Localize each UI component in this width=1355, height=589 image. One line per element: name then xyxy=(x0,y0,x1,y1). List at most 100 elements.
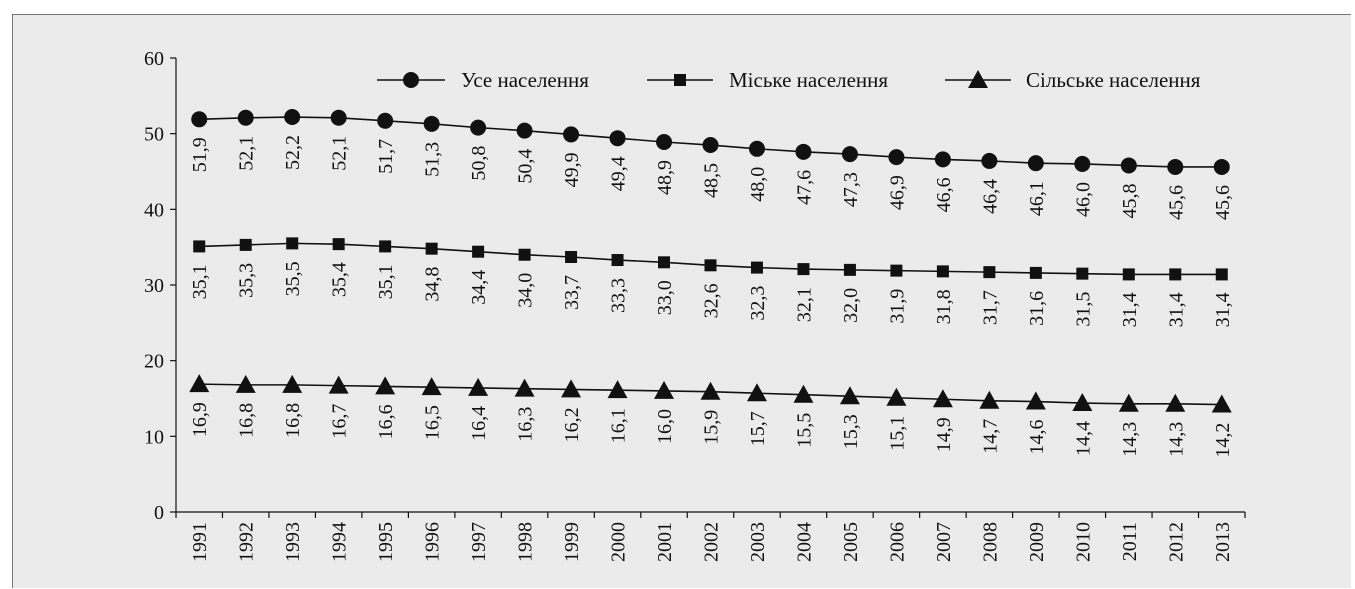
series-2-point xyxy=(983,266,996,279)
series-3-data-label: 14,9 xyxy=(933,417,955,452)
series-3-point xyxy=(282,374,303,393)
x-tick-label: 1994 xyxy=(329,522,351,562)
series-1-point xyxy=(702,137,719,154)
series-3-point xyxy=(1118,393,1139,412)
series-2-point xyxy=(1122,268,1135,281)
series-1-data-label: 47,3 xyxy=(840,172,862,207)
series-3-point xyxy=(700,381,721,400)
legend-marker-3 xyxy=(968,70,988,88)
series-1-point xyxy=(330,109,347,126)
series-1-point xyxy=(1074,155,1091,172)
series-1-point xyxy=(981,152,998,169)
series-1-point xyxy=(748,140,765,157)
x-tick-label: 1997 xyxy=(468,522,490,562)
series-3-point xyxy=(421,377,442,396)
series-2-data-label: 31,9 xyxy=(886,289,908,324)
series-1-point xyxy=(841,146,858,163)
series-3-data-label: 16,5 xyxy=(422,405,444,440)
series-2-data-label: 31,5 xyxy=(1072,292,1094,327)
series-1-data-label: 46,0 xyxy=(1072,182,1094,217)
series-3-point xyxy=(468,377,489,396)
y-tick-label: 60 xyxy=(144,48,164,70)
legend-label-3: Сільське населення xyxy=(1026,68,1201,92)
series-2-point xyxy=(239,238,252,251)
series-2-point xyxy=(1076,267,1089,280)
series-3-data-label: 15,7 xyxy=(747,411,769,446)
series-2-point xyxy=(1169,268,1182,281)
x-tick-label: 2013 xyxy=(1212,522,1234,562)
series-1-point xyxy=(237,109,254,126)
series-3-data-label: 15,1 xyxy=(886,416,908,451)
series-1-data-label: 52,1 xyxy=(329,136,351,171)
series-1-point xyxy=(191,111,208,128)
series-2-data-label: 35,1 xyxy=(375,264,397,299)
series-2-data-label: 32,6 xyxy=(701,283,723,318)
series-1-point xyxy=(1027,155,1044,172)
series-1-data-label: 48,9 xyxy=(654,160,676,195)
series-2-point xyxy=(565,251,578,264)
series-1-data-label: 50,4 xyxy=(515,149,537,184)
series-3-data-label: 16,7 xyxy=(329,404,351,439)
series-3-point xyxy=(932,389,953,408)
series-2-data-label: 35,5 xyxy=(282,261,304,296)
series-2-data-label: 35,1 xyxy=(189,264,211,299)
x-tick-label: 2007 xyxy=(933,522,955,562)
series-1-point xyxy=(1213,158,1230,175)
series-1-data-label: 48,5 xyxy=(701,163,723,198)
series-2-point xyxy=(843,263,856,276)
x-tick-label: 1993 xyxy=(282,522,304,562)
series-1-data-label: 47,6 xyxy=(793,170,815,205)
series-2-point xyxy=(750,261,763,274)
x-tick-label: 1995 xyxy=(375,522,397,562)
series-1-point xyxy=(795,143,812,160)
series-2-data-label: 34,8 xyxy=(422,267,444,302)
chart-panel: 0 10 20 30 40 50 60 1991 1992 1993 1994 1995 1996 199… xyxy=(12,14,1351,588)
series-2-data-label: 31,6 xyxy=(1026,291,1048,326)
series-1-data-label: 52,2 xyxy=(282,135,304,170)
series-2-data-label: 33,3 xyxy=(608,278,630,313)
series-2-data-label: 33,7 xyxy=(561,275,583,310)
series-2-point xyxy=(890,264,903,277)
series-3-data-label: 14,7 xyxy=(979,419,1001,454)
series-3-data-label: 16,8 xyxy=(236,403,258,438)
series-2-data-label: 34,0 xyxy=(515,273,537,308)
series-3-point xyxy=(328,375,349,394)
x-tick-label: 2011 xyxy=(1119,522,1141,561)
series-1-data-label: 52,1 xyxy=(236,136,258,171)
series-3-point xyxy=(793,384,814,403)
x-tick-label: 2010 xyxy=(1072,522,1094,562)
series-3-data-label: 16,6 xyxy=(375,404,397,439)
series-2-data-label: 32,3 xyxy=(747,286,769,321)
series-3-point xyxy=(746,383,767,402)
legend-marker-2 xyxy=(674,74,686,86)
line-chart: 0 10 20 30 40 50 60 1991 1992 1993 1994 1995 1996 199… xyxy=(144,48,1246,562)
series-2-data-label: 31,8 xyxy=(933,289,955,324)
series-1-data-label: 46,9 xyxy=(886,175,908,210)
series-1-point xyxy=(284,109,301,126)
series-1-data-label: 46,4 xyxy=(979,179,1001,214)
series-2-point xyxy=(379,240,392,253)
x-tick-label: 2002 xyxy=(701,522,723,562)
series-2-point xyxy=(425,242,438,255)
x-tick-label: 1996 xyxy=(422,522,444,562)
series-2-point xyxy=(936,265,949,278)
series-3-point xyxy=(886,387,907,406)
series-2-point xyxy=(658,256,671,269)
series-1-data-label: 45,6 xyxy=(1212,185,1234,220)
series-3-point xyxy=(1072,393,1093,412)
series-2-point xyxy=(797,263,810,276)
series-2-data-label: 31,4 xyxy=(1165,292,1187,327)
series-1-point xyxy=(516,122,533,139)
series-3-data-label: 16,3 xyxy=(515,407,537,442)
series-1-data-label: 46,6 xyxy=(933,177,955,212)
series-3-data-label: 16,2 xyxy=(561,407,583,442)
series-1-point xyxy=(656,133,673,150)
series-1-data-label: 51,9 xyxy=(189,137,211,172)
series-3-point xyxy=(839,386,860,405)
series-2-data-label: 33,0 xyxy=(654,280,676,315)
series-3-data-label: 14,3 xyxy=(1165,422,1187,457)
legend-label-1: Усе населення xyxy=(461,68,589,92)
series-3-data-label: 15,3 xyxy=(840,414,862,449)
series-2-point xyxy=(1215,268,1228,281)
series-3-data-label: 16,9 xyxy=(189,402,211,437)
